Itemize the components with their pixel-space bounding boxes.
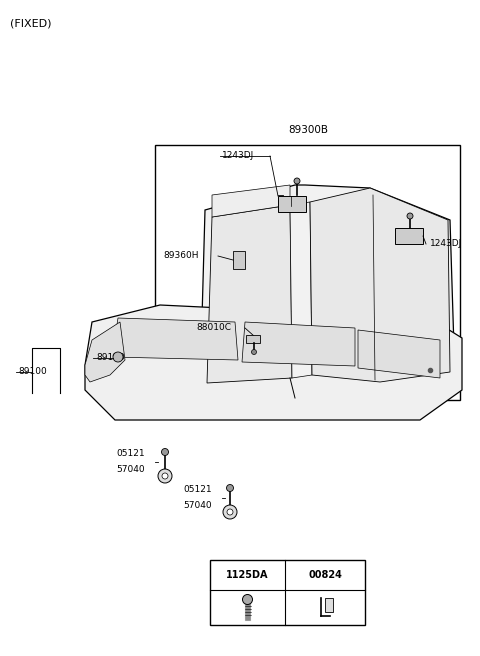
Bar [246,335,260,343]
Text: 57040: 57040 [116,464,144,474]
Text: 1243DJ: 1243DJ [430,239,462,249]
Circle shape [113,352,123,362]
Polygon shape [112,318,238,360]
Text: (FIXED): (FIXED) [10,18,51,28]
Circle shape [407,213,413,219]
Polygon shape [358,330,440,378]
Polygon shape [290,202,312,378]
Text: 89170: 89170 [96,354,125,363]
Text: 00824: 00824 [308,570,342,580]
Circle shape [227,509,233,515]
Bar [325,598,333,611]
Text: 89360H: 89360H [163,251,199,260]
Polygon shape [242,322,355,366]
Circle shape [242,594,252,604]
Text: 1125DA: 1125DA [226,570,269,580]
Polygon shape [212,185,290,217]
Bar [155,145,460,400]
Polygon shape [310,188,450,382]
FancyBboxPatch shape [395,228,423,244]
Circle shape [162,473,168,479]
Circle shape [223,505,237,519]
Polygon shape [207,205,292,383]
Text: 89300B: 89300B [288,125,328,135]
Text: 05121: 05121 [116,449,144,459]
Circle shape [161,449,168,455]
Text: 88010C: 88010C [196,323,231,333]
Polygon shape [85,305,462,420]
Circle shape [227,485,233,491]
Bar [233,251,245,269]
Text: 05121: 05121 [183,485,212,495]
Circle shape [158,469,172,483]
Polygon shape [85,322,125,382]
FancyBboxPatch shape [278,196,306,212]
Circle shape [294,178,300,184]
Circle shape [252,350,256,354]
Text: 57040: 57040 [183,501,212,510]
Text: 1243DJ: 1243DJ [222,152,254,161]
Polygon shape [200,185,455,390]
Bar [210,560,365,625]
Text: 89100: 89100 [18,367,47,377]
